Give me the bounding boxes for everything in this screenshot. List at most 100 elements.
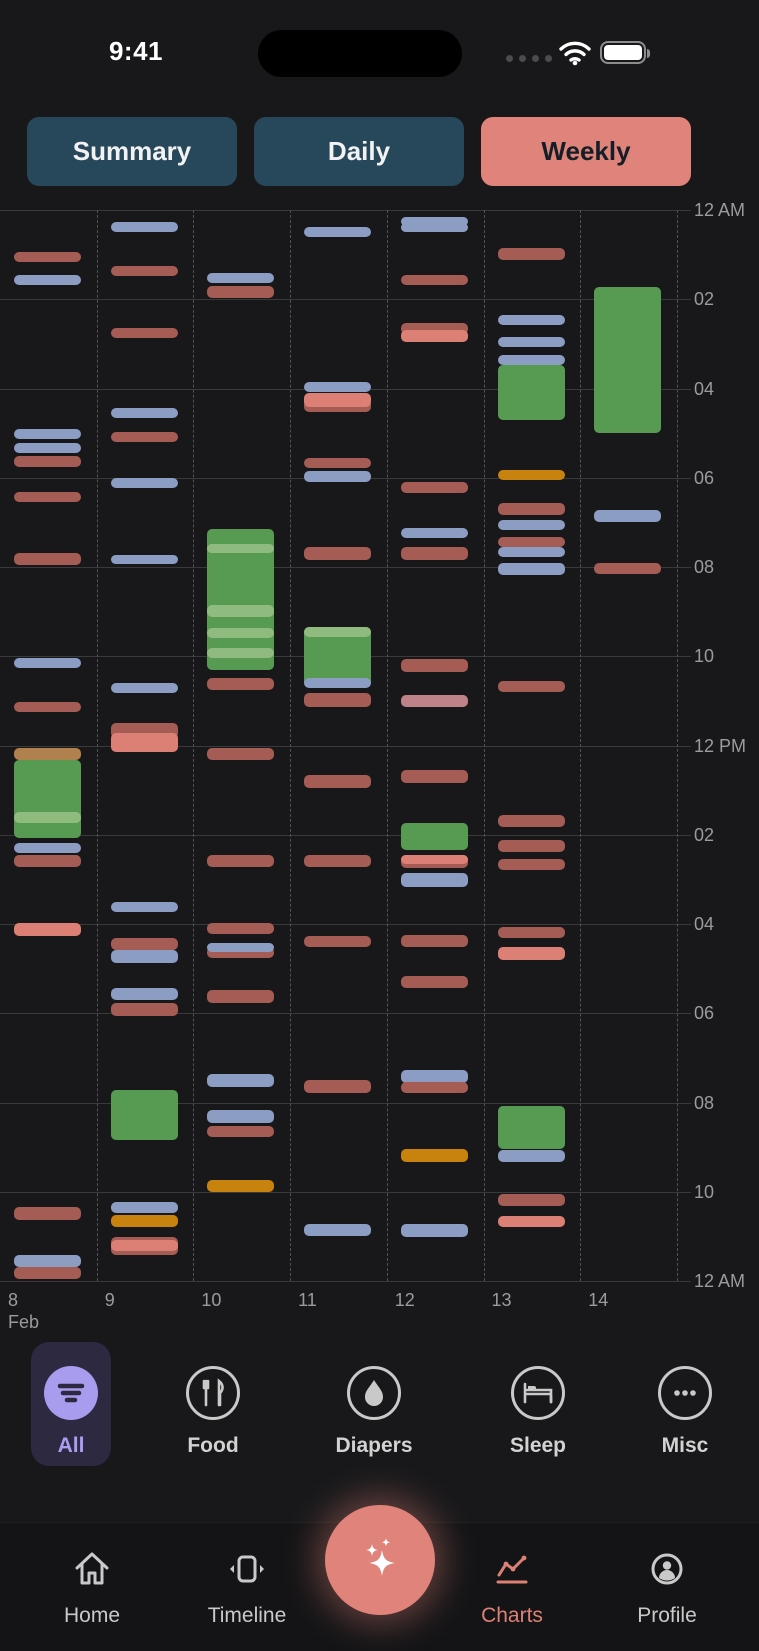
event-bar-red[interactable] [497,927,565,938]
event-bar-red[interactable] [110,327,178,339]
event-bar-blue[interactable] [110,222,178,232]
event-bar-red[interactable] [497,839,565,852]
event-bar-green_light[interactable] [207,628,275,638]
event-bar-blue[interactable] [497,337,565,347]
event-bar-green[interactable] [400,823,468,850]
event-bar-blue[interactable] [207,1074,275,1087]
event-bar-blue[interactable] [110,949,178,963]
event-bar-red[interactable] [207,990,275,1004]
nav-profile[interactable]: Profile [597,1547,737,1628]
event-bar-green[interactable] [497,364,565,421]
event-bar-blue[interactable] [110,408,178,418]
tab-summary[interactable]: Summary [27,117,237,186]
event-bar-blue[interactable] [400,217,468,227]
event-bar-red[interactable] [304,775,372,788]
event-bar-red[interactable] [207,946,275,958]
event-bar-red[interactable] [14,251,81,263]
event-bar-green[interactable] [110,1090,178,1141]
event-bar-blue[interactable] [400,1070,468,1083]
event-bar-red[interactable] [110,265,178,277]
filter-food[interactable]: Food [153,1342,273,1466]
event-bar-salmon[interactable] [14,923,81,937]
event-bar-orange[interactable] [497,470,565,480]
event-bar-red[interactable] [400,275,468,285]
event-bar-red[interactable] [110,431,178,443]
event-bar-green[interactable] [14,760,81,838]
event-bar-blue[interactable] [110,1202,178,1213]
event-bar-blue[interactable] [207,1110,275,1124]
event-bar-blue[interactable] [497,1149,565,1162]
event-bar-blue[interactable] [110,902,178,913]
event-bar-red[interactable] [14,701,81,713]
event-bar-blue[interactable] [497,563,565,576]
event-bar-blue[interactable] [304,1223,372,1237]
event-bar-salmon[interactable] [497,1215,565,1228]
event-bar-red[interactable] [400,546,468,560]
event-bar-red[interactable] [497,1194,565,1207]
event-bar-blue[interactable] [594,509,662,522]
event-bar-blue[interactable] [400,1223,468,1237]
event-bar-red[interactable] [304,458,372,468]
event-bar-blue[interactable] [304,678,372,688]
event-bar-red[interactable] [497,858,565,871]
event-bar-red[interactable] [304,854,372,867]
event-bar-salmon[interactable] [304,392,372,408]
event-bar-red[interactable] [14,1207,81,1220]
event-bar-red[interactable] [400,1082,468,1094]
event-bar-red[interactable] [14,1266,81,1279]
event-bar-blue[interactable] [304,471,372,482]
event-bar-blue[interactable] [207,272,275,284]
event-bar-blue[interactable] [14,275,81,285]
event-bar-blue[interactable] [110,477,178,489]
event-bar-red[interactable] [110,1003,178,1016]
event-bar-red[interactable] [207,854,275,867]
event-bar-red[interactable] [207,923,275,934]
event-bar-blue[interactable] [207,942,275,953]
nav-timeline[interactable]: Timeline [177,1547,317,1628]
event-bar-blue[interactable] [497,314,565,326]
event-bar-blue[interactable] [14,842,81,854]
nav-charts[interactable]: Charts [442,1547,582,1628]
event-bar-blue[interactable] [497,546,565,557]
filter-misc[interactable]: Misc [625,1342,745,1466]
event-bar-red[interactable] [207,678,275,691]
event-bar-red[interactable] [400,481,468,493]
event-bar-blue[interactable] [14,442,81,453]
event-bar-salmon[interactable] [110,733,178,753]
event-bar-green_light[interactable] [304,626,372,638]
event-bar-red[interactable] [400,322,468,335]
event-bar-blue[interactable] [14,1254,81,1267]
event-bar-blue[interactable] [400,222,468,232]
nav-home[interactable]: Home [22,1547,162,1628]
event-bar-red[interactable] [400,770,468,784]
event-bar-blue[interactable] [110,554,178,564]
event-bar-salmon[interactable] [400,854,468,864]
add-entry-fab[interactable] [325,1505,435,1615]
event-bar-blue[interactable] [400,873,468,888]
event-bar-blue[interactable] [110,683,178,693]
event-bar-red[interactable] [304,936,372,947]
filter-sleep[interactable]: Sleep [478,1342,598,1466]
tab-weekly[interactable]: Weekly [481,117,691,186]
tab-daily[interactable]: Daily [254,117,464,186]
event-bar-green_light[interactable] [14,812,81,823]
filter-all[interactable]: All [31,1342,111,1466]
event-bar-green_light[interactable] [207,543,275,554]
event-bar-green[interactable] [497,1106,565,1149]
event-bar-blue[interactable] [304,226,372,237]
event-bar-orange[interactable] [400,1149,468,1162]
event-bar-red[interactable] [14,854,81,867]
event-bar-blue[interactable] [497,355,565,365]
event-bar-red[interactable] [304,546,372,560]
event-bar-blue[interactable] [14,658,81,668]
event-bar-salmon[interactable] [110,1240,178,1251]
event-bar-red[interactable] [207,747,275,760]
event-bar-green_light[interactable] [207,647,275,659]
event-bar-red[interactable] [14,492,81,502]
event-bar-red[interactable] [14,455,81,468]
event-bar-blue[interactable] [497,520,565,530]
event-bar-salmon[interactable] [497,946,565,961]
event-bar-red[interactable] [207,1125,275,1137]
event-bar-red[interactable] [304,1079,372,1094]
event-bar-orange[interactable] [207,1179,275,1192]
